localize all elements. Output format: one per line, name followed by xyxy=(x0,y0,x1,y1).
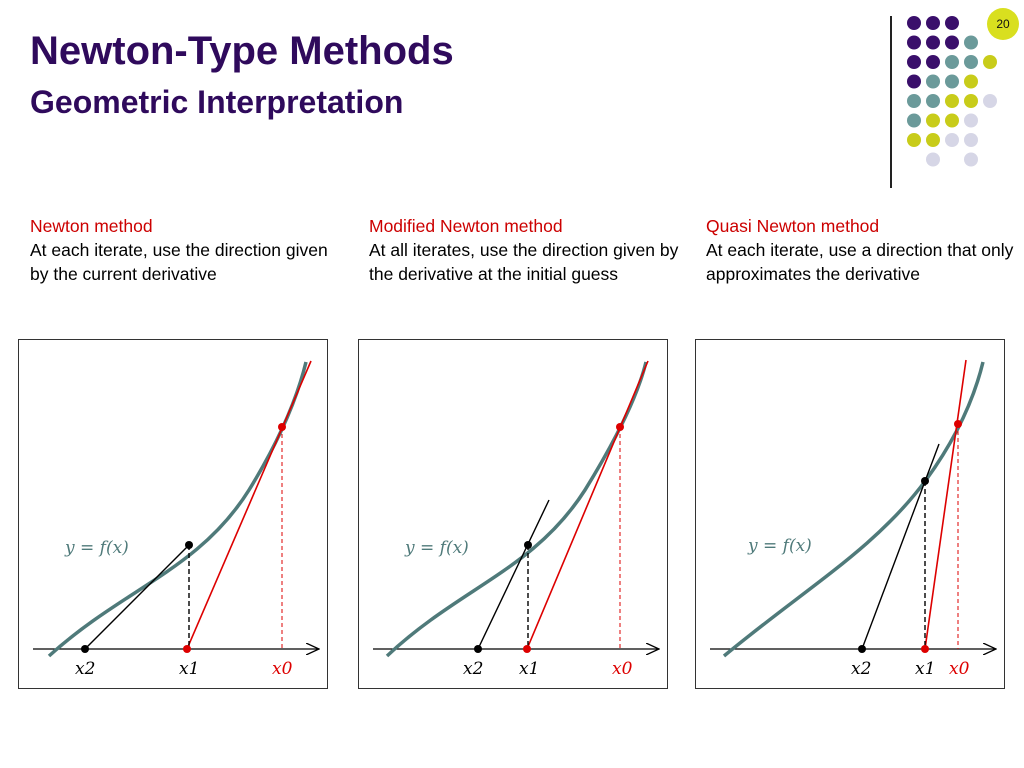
column-text: At each iterate, use the direction given… xyxy=(30,240,328,284)
column-text: At each iterate, use a direction that on… xyxy=(706,240,1014,284)
x1-axis-point xyxy=(921,645,929,653)
decorative-dot xyxy=(926,113,940,128)
x1-label: x1 xyxy=(915,659,935,679)
function-label: y = f(x) xyxy=(64,538,129,558)
red-tangent-line xyxy=(186,360,312,650)
column-heading: Quasi Newton method xyxy=(706,216,880,236)
decorative-dot xyxy=(964,35,978,50)
decorative-dot xyxy=(926,55,940,69)
column-heading: Newton method xyxy=(30,216,153,236)
decorative-dot xyxy=(945,94,959,108)
x1-curve-point xyxy=(524,541,532,549)
function-curve xyxy=(47,361,308,658)
column-modified-newton: Modified Newton method At all iterates, … xyxy=(369,214,679,286)
x1-curve-point xyxy=(921,477,929,485)
decorative-dot-grid xyxy=(907,16,997,167)
decorative-dot xyxy=(907,74,921,89)
x1-axis-point xyxy=(523,645,531,653)
decorative-dot xyxy=(964,55,978,69)
decorative-dot xyxy=(907,133,921,147)
function-curve xyxy=(722,361,985,658)
decorative-dot xyxy=(945,35,959,50)
diagram-quasi-newton: y = f(x) x2 x1 x0 xyxy=(695,339,1005,689)
decorative-dot xyxy=(964,152,978,167)
slide-subtitle: Geometric Interpretation xyxy=(30,84,404,120)
decorative-dot xyxy=(983,55,997,69)
decorative-dot xyxy=(945,74,959,89)
red-secant-line xyxy=(924,359,967,650)
diagram-newton: y = f(x) x2 x1 x0 xyxy=(18,339,328,689)
decorative-dot xyxy=(945,113,959,128)
decorative-dot xyxy=(983,94,997,108)
x2-axis-point xyxy=(858,645,866,653)
decorative-dot xyxy=(964,133,978,147)
function-label: y = f(x) xyxy=(747,536,812,556)
decorative-dot xyxy=(907,113,921,128)
decorative-dot xyxy=(907,16,921,30)
x2-axis-point xyxy=(474,645,482,653)
x0-curve-point xyxy=(616,423,624,431)
decorative-dot xyxy=(945,16,959,30)
page-number-badge: 20 xyxy=(987,8,1019,40)
black-secant-line xyxy=(861,443,940,650)
decorative-dot xyxy=(926,133,940,147)
function-label: y = f(x) xyxy=(404,538,469,558)
x0-curve-point xyxy=(278,423,286,431)
decorative-dot xyxy=(926,16,940,30)
column-newton: Newton method At each iterate, use the d… xyxy=(30,214,340,286)
x0-label: x0 xyxy=(612,659,633,679)
column-text: At all iterates, use the direction given… xyxy=(369,240,679,284)
slide-title: Newton-Type Methods xyxy=(30,29,454,73)
decorative-dot xyxy=(964,113,978,128)
decorative-dot xyxy=(964,94,978,108)
x2-label: x2 xyxy=(851,659,871,679)
diagram-modified-newton: y = f(x) x2 x1 x0 xyxy=(358,339,668,689)
function-curve xyxy=(385,361,648,658)
x0-label: x0 xyxy=(272,659,293,679)
black-tangent-line xyxy=(84,544,190,650)
decorative-dot xyxy=(926,35,940,50)
x1-label: x1 xyxy=(179,659,199,679)
x1-curve-point xyxy=(185,541,193,549)
column-quasi-newton: Quasi Newton method At each iterate, use… xyxy=(706,214,1016,286)
x2-label: x2 xyxy=(463,659,483,679)
x2-axis-point xyxy=(81,645,89,653)
decorative-dot xyxy=(964,74,978,89)
decorative-dot xyxy=(907,55,921,69)
decorative-dot xyxy=(907,35,921,50)
black-parallel-line xyxy=(477,499,550,650)
decorative-dot xyxy=(926,94,940,108)
x0-curve-point xyxy=(954,420,962,428)
x1-label: x1 xyxy=(519,659,539,679)
header-divider xyxy=(890,16,892,188)
red-tangent-line xyxy=(526,360,649,650)
decorative-dot xyxy=(945,55,959,69)
x1-axis-point xyxy=(183,645,191,653)
decorative-dot xyxy=(926,74,940,89)
decorative-dot xyxy=(907,94,921,108)
decorative-dot xyxy=(945,133,959,147)
decorative-dot xyxy=(926,152,940,167)
x2-label: x2 xyxy=(75,659,95,679)
x0-label: x0 xyxy=(949,659,970,679)
column-heading: Modified Newton method xyxy=(369,216,563,236)
